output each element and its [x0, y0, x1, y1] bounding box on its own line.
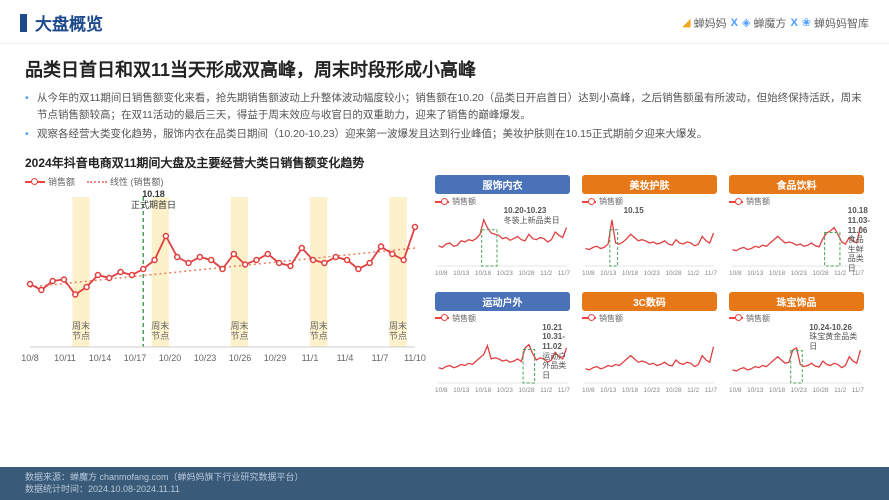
small-chart-xaxis: 10/810/1310/1810/2310/2811/211/7 [582, 387, 717, 394]
small-chart-annotation: 10.18 11.03-11.06食品生鲜品类日 [848, 206, 870, 273]
legend-trend: 线性 (销售额) [87, 175, 164, 188]
small-chart-title: 服饰内衣 [435, 175, 570, 194]
page-section-title: 大盘概览 [35, 10, 682, 35]
svg-text:10/17: 10/17 [124, 353, 147, 363]
small-chart-xaxis: 10/810/1310/1810/2310/2811/211/7 [435, 387, 570, 394]
logo-sep: X [731, 17, 738, 29]
svg-text:周末节点: 周末节点 [72, 320, 90, 341]
svg-text:周末节点: 周末节点 [151, 320, 169, 341]
svg-text:11/4: 11/4 [337, 353, 354, 363]
svg-text:10/23: 10/23 [194, 353, 217, 363]
small-chart: 美妆护肤销售额10.15 10/810/1310/1810/2310/2811/2… [582, 175, 717, 284]
header-logos: ◢蝉妈妈 X ◈蝉魔方 X ❀蝉妈妈智库 [682, 15, 869, 31]
bullet-item: 观察各经营大类变化趋势，服饰内衣在品类日期间（10.20-10.23）迎来第一波… [25, 126, 864, 143]
svg-text:10/8: 10/8 [21, 353, 39, 363]
small-chart-xaxis: 10/810/1310/1810/2310/2811/211/7 [729, 387, 864, 394]
main-chart: 销售额 线性 (销售额) 周末节点周末节点周末节点周末节点周末节点10/810/… [25, 175, 420, 400]
small-chart-xaxis: 10/810/1310/1810/2310/2811/211/7 [729, 270, 864, 277]
svg-text:10/14: 10/14 [89, 353, 112, 363]
main-legend: 销售额 线性 (销售额) [25, 175, 420, 188]
small-chart-plot: 10.18 11.03-11.06食品生鲜品类日 [729, 208, 864, 268]
logo-chanmama: ◢蝉妈妈 [682, 15, 726, 31]
small-chart-plot: 10.20-10.23冬装上新品类日 [435, 208, 570, 268]
footer-source: 数据来源：蝉魔方 chanmofang.com（蝉妈妈旗下行业研究数据平台） [25, 471, 864, 484]
small-chart-plot: 10.24-10.26珠宝黄金品类日 [729, 325, 864, 385]
svg-text:周末节点: 周末节点 [389, 320, 407, 341]
chart-title: 2024年抖音电商双11期间大盘及主要经营大类日销售额变化趋势 [0, 152, 889, 175]
small-chart-legend: 销售额 [582, 196, 717, 207]
logo-sep: X [790, 17, 797, 29]
header-accent [20, 14, 27, 32]
small-chart: 食品饮料销售额10.18 11.03-11.06食品生鲜品类日 10/810/13… [729, 175, 864, 284]
small-chart: 运动户外销售额10.21 10.31-11.02运动户外品类日10/810/13… [435, 292, 570, 401]
svg-text:11/7: 11/7 [372, 353, 389, 363]
small-chart-annotation: 10.21 10.31-11.02运动户外品类日 [542, 323, 570, 381]
main-chart-svg: 周末节点周末节点周末节点周末节点周末节点10/810/1110/1410/171… [25, 192, 420, 387]
small-chart-annotation: 10.15 [624, 206, 644, 216]
small-chart-title: 食品饮料 [729, 175, 864, 194]
small-chart-annotation: 10.20-10.23冬装上新品类日 [504, 206, 560, 225]
logo-zhiku: ❀蝉妈妈智库 [802, 15, 869, 31]
small-chart-title: 运动户外 [435, 292, 570, 311]
small-chart-title: 珠宝饰品 [729, 292, 864, 311]
content-area: 销售额 线性 (销售额) 周末节点周末节点周末节点周末节点周末节点10/810/… [0, 175, 889, 400]
small-chart: 珠宝饰品销售额10.24-10.26珠宝黄金品类日10/810/1310/181… [729, 292, 864, 401]
main-annotation: 10.18正式期首日 [131, 189, 176, 211]
small-chart-title: 美妆护肤 [582, 175, 717, 194]
small-chart-xaxis: 10/810/1310/1810/2310/2811/211/7 [435, 270, 570, 277]
svg-text:周末节点: 周末节点 [230, 320, 248, 341]
small-chart: 服饰内衣销售额10.20-10.23冬装上新品类日10/810/1310/181… [435, 175, 570, 284]
small-chart-legend: 销售额 [582, 313, 717, 324]
small-chart-plot [582, 325, 717, 385]
small-chart-title: 3C数码 [582, 292, 717, 311]
small-chart: 3C数码销售额 10/810/1310/1810/2310/2811/211/7 [582, 292, 717, 401]
svg-text:10/26: 10/26 [229, 353, 252, 363]
small-chart-annotation: 10.24-10.26珠宝黄金品类日 [809, 323, 864, 352]
small-chart-xaxis: 10/810/1310/1810/2310/2811/211/7 [582, 270, 717, 277]
header: 大盘概览 ◢蝉妈妈 X ◈蝉魔方 X ❀蝉妈妈智库 [0, 0, 889, 44]
logo-chanmofang: ◈蝉魔方 [742, 15, 786, 31]
legend-series: 销售额 [25, 175, 75, 188]
bullet-item: 从今年的双11期间日销售额变化来看，抢先期销售额波动上升整体波动幅度较小；销售额… [25, 90, 864, 124]
svg-text:10/29: 10/29 [264, 353, 287, 363]
small-chart-plot: 10.15 [582, 208, 717, 268]
svg-text:11/10: 11/10 [404, 353, 426, 363]
small-multiples-grid: 服饰内衣销售额 10.20-10.23冬装上新品类日 10/810/1310/181… [435, 175, 864, 400]
svg-text:10/11: 10/11 [54, 353, 76, 363]
svg-text:11/1: 11/1 [302, 353, 319, 363]
svg-text:周末节点: 周末节点 [310, 320, 328, 341]
footer: 数据来源：蝉魔方 chanmofang.com（蝉妈妈旗下行业研究数据平台） 数… [0, 467, 889, 500]
bullet-list: 从今年的双11期间日销售额变化来看，抢先期销售额波动上升整体波动幅度较小；销售额… [0, 90, 889, 152]
footer-date: 数据统计时间：2024.10.08-2024.11.11 [25, 483, 864, 496]
small-chart-legend: 销售额 [729, 196, 864, 207]
svg-text:10/20: 10/20 [159, 353, 182, 363]
main-title: 品类日首日和双11当天形成双高峰，周末时段形成小高峰 [0, 44, 889, 90]
small-chart-plot: 10.21 10.31-11.02运动户外品类日 [435, 325, 570, 385]
